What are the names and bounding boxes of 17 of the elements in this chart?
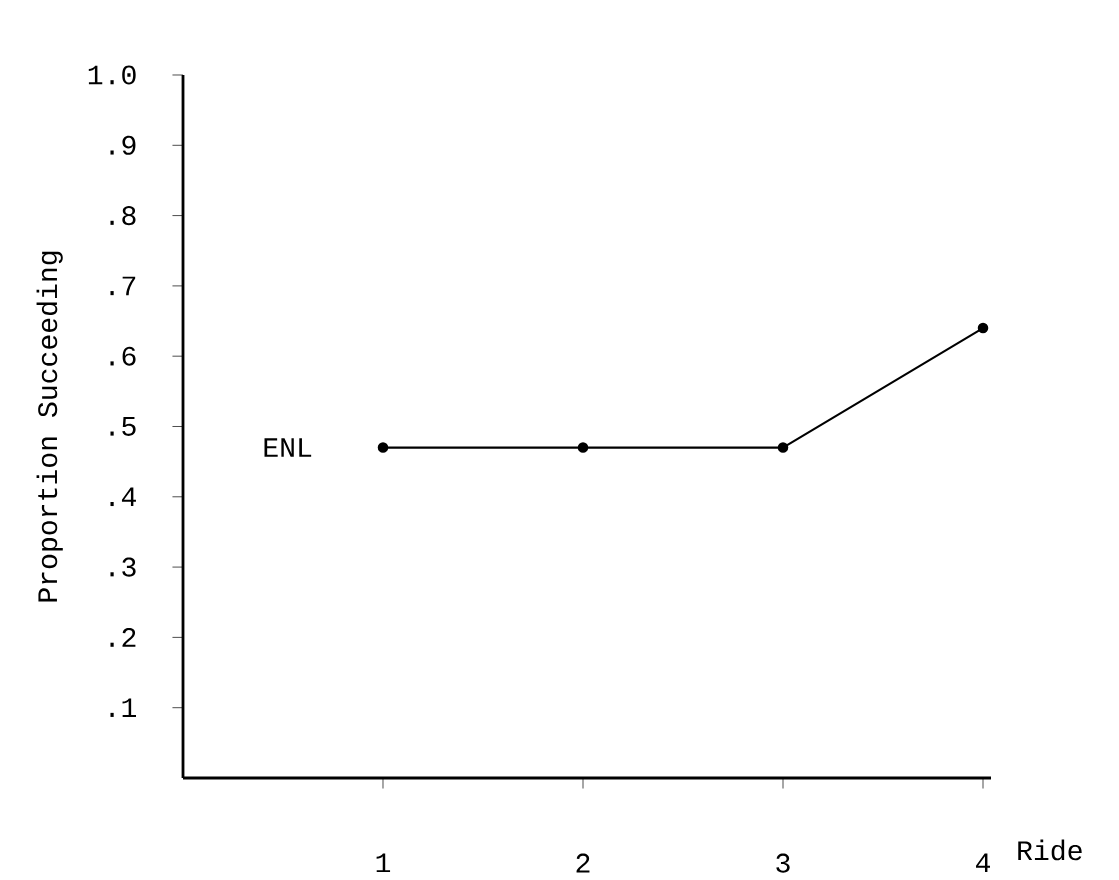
x-axis-title: Ride xyxy=(1018,839,1082,861)
x-tick-label: 1 xyxy=(376,853,391,873)
x-tick-label: 2 xyxy=(576,853,590,873)
x-tick-label: 3 xyxy=(776,853,790,873)
y-tick-label: .8 xyxy=(110,206,136,226)
y-tick-label: .9 xyxy=(110,135,136,155)
x-tick-label: 4 xyxy=(976,853,990,873)
y-tick-label: 1.0 xyxy=(88,65,136,85)
y-tick-label: .1 xyxy=(110,698,136,717)
y-tick-label: .3 xyxy=(110,557,136,577)
y-tick-label: .2 xyxy=(110,627,136,647)
y-tick-label: .7 xyxy=(110,276,136,296)
y-tick-label: .6 xyxy=(110,346,136,366)
y-axis-title: Proportion Succeeding xyxy=(36,251,63,602)
y-tick-label: .5 xyxy=(110,417,136,436)
text: ENL xyxy=(264,438,312,457)
y-tick-label: .4 xyxy=(110,487,136,507)
